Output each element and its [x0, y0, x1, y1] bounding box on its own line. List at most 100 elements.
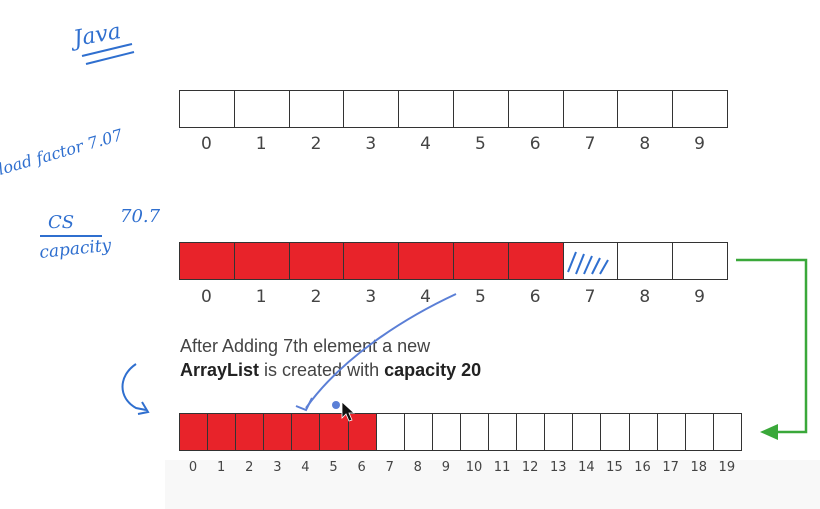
array-top-indices: 0 1 2 3 4 5 6 7 8 9 [179, 134, 727, 154]
caption-capacity: capacity 20 [384, 360, 482, 380]
mouse-pointer-icon [341, 401, 356, 422]
array-cell [563, 90, 619, 128]
handwritten-cs: CS [48, 212, 74, 233]
index-label: 8 [639, 287, 651, 307]
array-cell [508, 90, 564, 128]
array-cell [180, 242, 235, 280]
index-label: 6 [529, 287, 541, 307]
index-label: 19 [718, 460, 736, 475]
index-label: 7 [584, 134, 596, 154]
java-underline-1 [81, 43, 133, 57]
index-label: 4 [301, 460, 310, 475]
index-label: 9 [441, 460, 451, 475]
green-arrow [736, 258, 808, 434]
java-underline-2 [85, 51, 135, 65]
array-cell [376, 413, 405, 451]
array-cell [517, 413, 546, 451]
array-bottom-indices: 0 1 2 3 4 5 6 7 8 9 10 11 12 13 14 15 16 17 18 19 [179, 460, 741, 475]
index-label: 12 [521, 460, 539, 475]
array-cell [180, 413, 209, 451]
array-cell [657, 413, 686, 451]
index-label: 10 [465, 460, 483, 475]
index-label: 2 [310, 134, 322, 154]
blue-curve-arrow-head [295, 397, 313, 412]
hook-tip [137, 401, 150, 415]
array-cell [320, 413, 349, 451]
index-label: 17 [662, 460, 679, 475]
array-cell [404, 413, 433, 451]
index-label: 4 [420, 134, 431, 154]
index-label: 7 [385, 460, 394, 475]
array-cell [573, 413, 602, 451]
caption-text: After Adding 7th element a new ArrayList… [180, 334, 600, 382]
bottom-panel [165, 460, 820, 509]
green-arrow-head [760, 424, 778, 440]
index-label: 1 [217, 460, 226, 475]
index-label: 9 [694, 134, 705, 154]
blue-curve-arrow [305, 293, 457, 409]
array-cell [399, 242, 454, 280]
index-label: 6 [529, 134, 541, 154]
index-label: 3 [365, 134, 377, 154]
array-cell [234, 242, 290, 280]
index-label: 7 [584, 287, 596, 307]
index-label: 6 [357, 460, 366, 475]
index-label: 9 [694, 287, 705, 307]
array-cell [236, 413, 265, 451]
array-cell [685, 413, 714, 451]
array-cell [234, 90, 290, 128]
array-cell [629, 413, 658, 451]
array-cell [348, 413, 377, 451]
array-cell [208, 413, 237, 451]
array-cell [713, 413, 742, 451]
array-cell [432, 413, 461, 451]
index-label: 3 [273, 460, 282, 475]
caption-arraylist: ArrayList [180, 360, 260, 380]
index-label: 0 [200, 134, 212, 154]
array-cell [673, 90, 728, 128]
hatch-marks [567, 251, 609, 275]
array-middle-indices: 0 1 2 3 4 5 6 7 8 9 [179, 287, 727, 307]
handwritten-capacity: capacity [38, 236, 112, 263]
array-cell [489, 413, 518, 451]
index-label: 2 [310, 287, 322, 307]
array-cell [344, 90, 400, 128]
index-label: 4 [420, 287, 431, 307]
index-label: 0 [188, 460, 198, 475]
handwritten-cs-value: 70.7 [120, 206, 161, 227]
index-label: 1 [255, 287, 267, 307]
index-label: 14 [578, 460, 595, 475]
index-label: 1 [255, 134, 267, 154]
array-cell [508, 242, 564, 280]
array-cell [673, 242, 728, 280]
index-label: 15 [606, 460, 623, 475]
array-cell [460, 413, 490, 451]
index-label: 2 [245, 460, 254, 475]
index-label: 5 [474, 134, 486, 154]
index-label: 8 [639, 134, 651, 154]
index-label: 5 [329, 460, 338, 475]
array-cell [601, 413, 630, 451]
hand-drawn-hook [121, 363, 147, 411]
handwritten-load-factor: load factor 7.07 [0, 125, 125, 179]
array-cell [264, 413, 293, 451]
pen-dot [332, 401, 340, 409]
index-label: 13 [549, 460, 567, 475]
index-label: 0 [200, 287, 212, 307]
caption-middle: is created with [259, 360, 385, 380]
array-cell [453, 242, 509, 280]
index-label: 3 [365, 287, 377, 307]
array-cell [289, 90, 345, 128]
array-top [179, 90, 728, 128]
array-cell [399, 90, 454, 128]
array-cell [618, 242, 674, 280]
array-cell [545, 413, 574, 451]
index-label: 11 [493, 460, 511, 475]
array-cell [292, 413, 321, 451]
caption-line-2: ArrayList is created with capacity 20 [180, 358, 600, 382]
index-label: 8 [413, 460, 422, 475]
array-cell [344, 242, 400, 280]
array-cell [453, 90, 509, 128]
